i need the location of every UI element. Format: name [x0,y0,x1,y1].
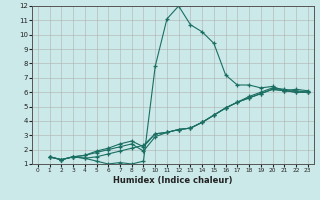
X-axis label: Humidex (Indice chaleur): Humidex (Indice chaleur) [113,176,233,185]
